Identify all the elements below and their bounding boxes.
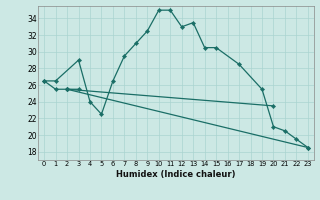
- X-axis label: Humidex (Indice chaleur): Humidex (Indice chaleur): [116, 170, 236, 179]
